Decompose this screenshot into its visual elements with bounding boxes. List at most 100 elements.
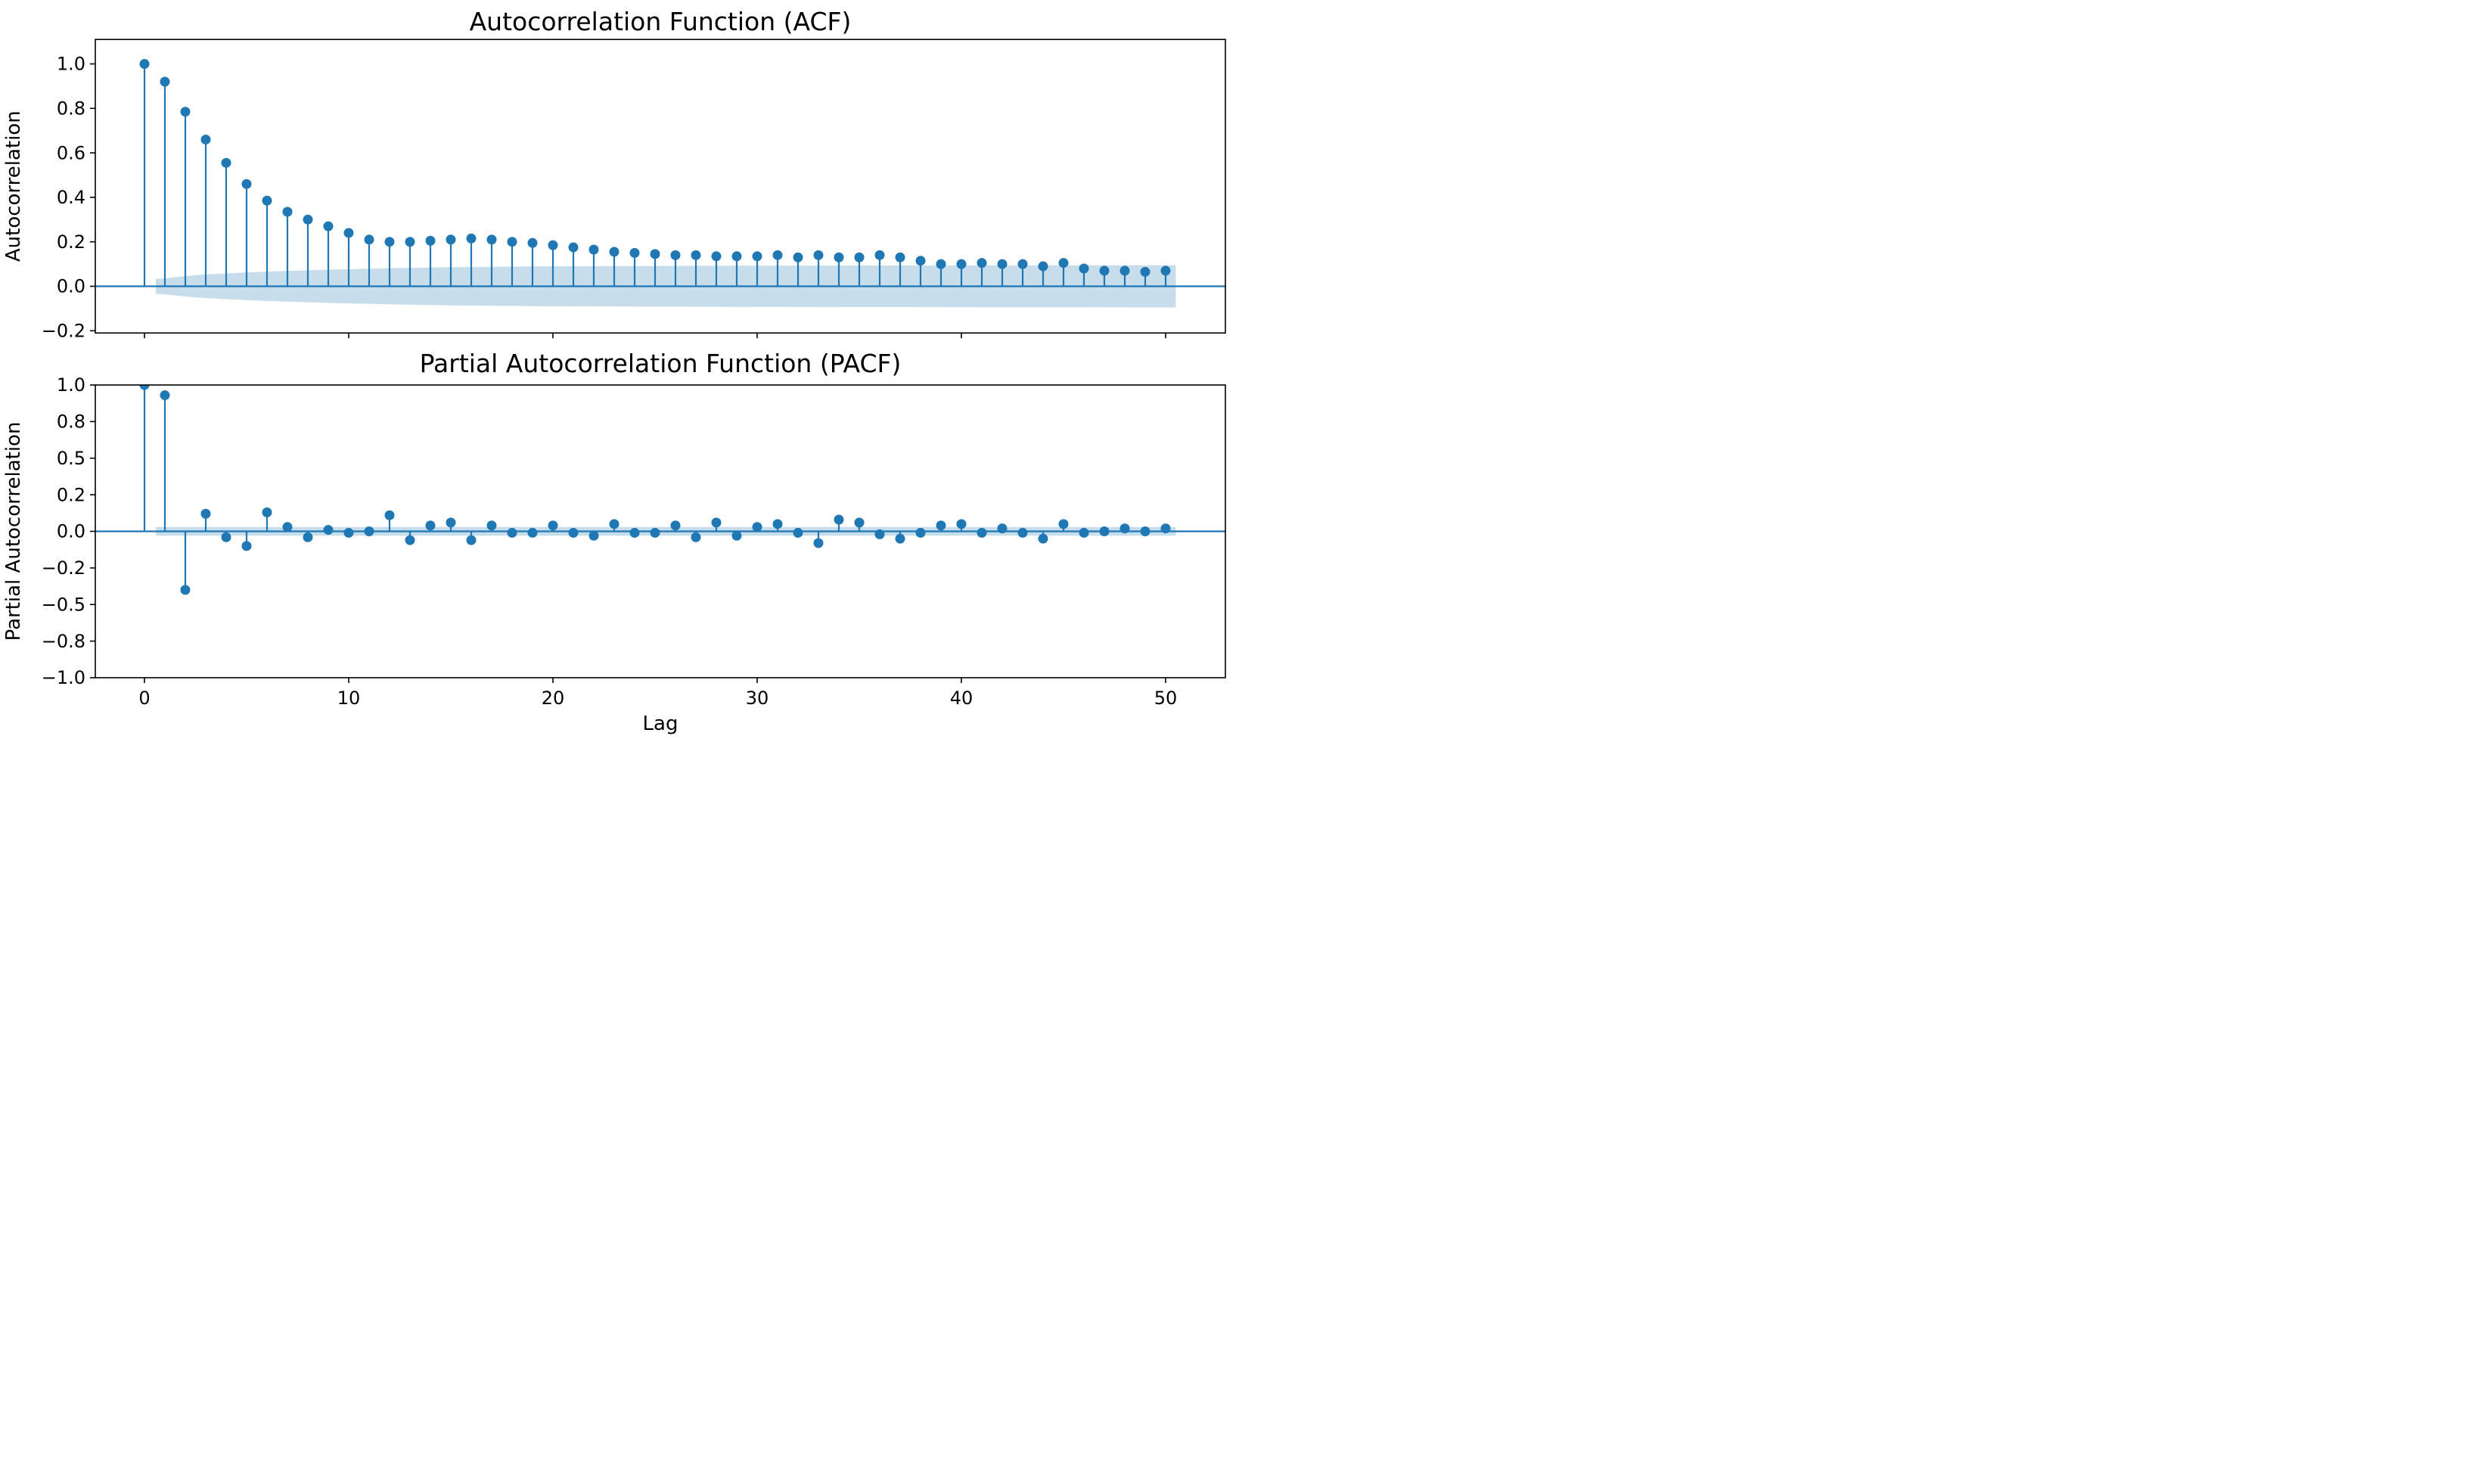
stem-marker xyxy=(1038,533,1048,544)
stem-marker xyxy=(1079,263,1089,274)
axes-spines xyxy=(95,39,1226,334)
acf-ylabel: Autocorrelation xyxy=(2,110,25,262)
stem-marker xyxy=(527,238,538,248)
x-tick-label: 10 xyxy=(337,688,361,709)
stem-marker xyxy=(731,251,742,262)
stem-marker xyxy=(1119,265,1130,276)
stem-marker xyxy=(772,519,783,529)
stem-marker xyxy=(1058,519,1069,529)
x-tick-label: 30 xyxy=(746,688,769,709)
stem-marker xyxy=(650,527,660,538)
stem-marker xyxy=(241,179,252,189)
x-tick-label: 50 xyxy=(1154,688,1178,709)
stem-marker xyxy=(1017,527,1028,538)
stem-marker xyxy=(466,535,477,545)
stem-marker xyxy=(588,530,599,541)
stem-marker xyxy=(303,214,313,225)
stem-marker xyxy=(752,522,762,532)
stem-marker xyxy=(895,533,905,544)
stem-marker xyxy=(936,259,946,269)
stem-marker xyxy=(670,520,681,531)
stem-marker xyxy=(691,532,701,542)
stem-marker xyxy=(343,527,354,538)
stem-marker xyxy=(486,520,497,531)
stem-marker xyxy=(180,107,191,117)
stem-marker xyxy=(282,206,293,217)
stem-marker xyxy=(425,235,436,246)
stem-marker xyxy=(200,508,211,519)
stem-marker xyxy=(1079,527,1089,538)
stem-marker xyxy=(1017,259,1028,269)
y-tick-label: 0.0 xyxy=(57,521,85,542)
stem-marker xyxy=(997,259,1008,269)
stem-marker xyxy=(895,252,905,262)
y-tick-label: 1.0 xyxy=(57,374,85,396)
stem-marker xyxy=(670,250,681,260)
stem-marker xyxy=(446,234,456,245)
stem-marker xyxy=(139,385,150,390)
stem-marker xyxy=(609,247,620,257)
y-tick-label: 0.5 xyxy=(57,448,85,469)
stem-marker xyxy=(874,529,885,539)
stem-marker xyxy=(1160,523,1171,534)
stem-marker xyxy=(1140,266,1150,277)
stem-marker xyxy=(731,530,742,541)
y-tick-label: 0.0 xyxy=(57,276,85,297)
stem-marker xyxy=(834,514,844,525)
stem-marker xyxy=(711,517,722,528)
acf-subplot: 1.0 0.8 0.6 0.4 0.2 0.0 −0.2 Autocorrelation Fu… xyxy=(2,7,1226,341)
y-tick-label: −0.2 xyxy=(42,320,85,341)
stem-marker xyxy=(629,527,640,538)
pacf-title: Partial Autocorrelation Function (PACF) xyxy=(420,349,902,378)
stem-marker xyxy=(588,244,599,255)
stem-marker xyxy=(343,228,354,238)
y-tick-label: 0.6 xyxy=(57,142,85,163)
stem-marker xyxy=(997,523,1008,534)
stem-marker xyxy=(1160,265,1171,276)
stem-marker xyxy=(262,195,272,206)
stem-marker xyxy=(364,526,374,536)
stem-marker xyxy=(323,525,334,536)
plot-area xyxy=(95,59,1225,308)
stem-marker xyxy=(568,242,579,253)
stem-marker xyxy=(160,390,170,401)
stem-marker xyxy=(446,517,456,528)
y-tick-label: −0.2 xyxy=(42,557,85,579)
stem-marker xyxy=(303,532,313,542)
y-tick-label: −0.8 xyxy=(42,631,85,652)
pacf-ylabel: Partial Autocorrelation xyxy=(2,422,25,641)
y-tick-label: 0.2 xyxy=(57,231,85,253)
xlabel-lag: Lag xyxy=(643,713,678,735)
stem-marker xyxy=(711,251,722,262)
pacf-subplot: 1.0 0.8 0.5 0.2 0.0 −0.2 −0.5 −0.8 −1.0 0 10 20 30 40… xyxy=(2,349,1226,709)
acf-title: Autocorrelation Function (ACF) xyxy=(470,7,852,36)
y-tick-label: 0.8 xyxy=(57,411,85,433)
y-tick-label: 0.4 xyxy=(57,187,85,208)
stem-marker xyxy=(1038,261,1048,272)
y-tick-label: −1.0 xyxy=(42,667,85,688)
y-tick-label: 1.0 xyxy=(57,54,85,75)
stem-marker xyxy=(486,234,497,245)
stem-marker xyxy=(262,507,272,517)
plot-canvas: 1.0 0.8 0.6 0.4 0.2 0.0 −0.2 Autocorrelation Fu… xyxy=(2,7,1226,735)
stem-marker xyxy=(466,233,477,244)
stem-marker xyxy=(977,258,987,269)
stem-marker xyxy=(834,252,844,262)
stem-marker xyxy=(915,256,926,266)
stem-marker xyxy=(527,527,538,538)
stem-marker xyxy=(384,237,395,247)
stem-marker xyxy=(956,519,967,529)
x-tick-label: 0 xyxy=(138,688,150,709)
y-tick-label: 0.2 xyxy=(57,484,85,505)
plot-area xyxy=(95,385,1225,595)
stem-marker xyxy=(405,535,415,545)
stem-marker xyxy=(384,510,395,520)
stem-marker xyxy=(548,240,558,250)
stem-marker xyxy=(221,157,231,168)
stem-marker xyxy=(180,585,191,595)
x-tick-label: 40 xyxy=(950,688,974,709)
stem-marker xyxy=(752,251,762,262)
y-tick-label: −0.5 xyxy=(42,594,85,615)
stem-marker xyxy=(139,59,150,69)
stem-marker xyxy=(507,527,517,538)
